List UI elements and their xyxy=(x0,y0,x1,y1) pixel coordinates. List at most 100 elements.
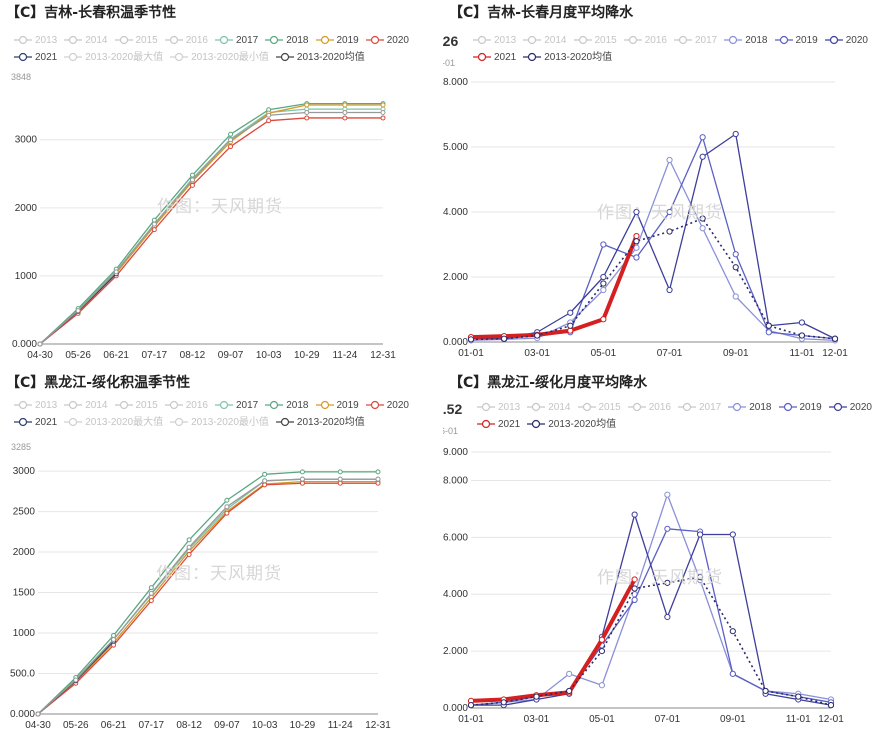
legend-item[interactable]: 2016 xyxy=(164,32,208,49)
legend-item[interactable]: 2013-2020最小值 xyxy=(170,414,269,431)
panel-heilongjiang-gdd: 【C】黑龙江-绥化积温季节性 2013 2014 2015 2016 2017 2018 2… xyxy=(0,370,443,740)
legend-item[interactable]: 2019 xyxy=(774,32,818,49)
legend-item[interactable]: 2018 xyxy=(265,397,309,414)
data-point xyxy=(633,254,640,261)
legend-item[interactable]: 2020 xyxy=(365,397,409,414)
legend-item[interactable]: 2013-2020最大值 xyxy=(64,49,163,66)
chart-area: 0.000 500.0 1000 1500 2000 2500 3000 04-30 05-26… xyxy=(10,466,391,731)
legend-marker-icon xyxy=(215,36,233,45)
legend-marker-icon xyxy=(473,53,491,62)
legend-marker-icon xyxy=(64,53,83,62)
x-tick-label: 01-01 xyxy=(458,714,484,725)
panel-jilin-gdd: 【C】吉林-长春积温季节性 2013 2014 2015 2016 2017 2018 20… xyxy=(0,0,443,370)
legend-item[interactable]: 2014 xyxy=(527,399,571,416)
legend[interactable]: 2013 2014 2015 2016 2017 2018 2019 2020 2021 2013… xyxy=(477,399,886,433)
data-point xyxy=(151,221,157,227)
legend-item[interactable]: 2017 xyxy=(215,32,258,49)
legend-item[interactable]: 2014 xyxy=(64,32,108,49)
legend[interactable]: 2013 2014 2015 2016 2017 2018 2019 2020 2021 2013… xyxy=(14,32,434,66)
legend-item[interactable]: 2020 xyxy=(828,399,872,416)
legend-item[interactable]: 2019 xyxy=(778,399,822,416)
legend-label: 2013-2020最小值 xyxy=(191,52,269,63)
legend-item[interactable]: 2013 xyxy=(14,397,57,414)
top-label: 3848 xyxy=(11,72,32,82)
legend-item[interactable]: 2017 xyxy=(674,32,717,49)
legend-item[interactable]: 2014 xyxy=(64,397,108,414)
y-tick-label: 2.000 xyxy=(443,646,468,657)
data-point xyxy=(831,335,839,342)
legend[interactable]: 2013 2014 2015 2016 2017 2018 2019 2020 2021 2013… xyxy=(473,32,883,66)
legend-item[interactable]: 2017 xyxy=(678,399,721,416)
x-tick-label: 09-01 xyxy=(720,714,746,725)
data-point xyxy=(699,225,706,232)
data-point xyxy=(696,531,704,538)
legend-item[interactable]: 2021 xyxy=(477,416,520,433)
legend-item[interactable]: 2021 xyxy=(473,49,516,66)
series-line xyxy=(470,528,832,706)
data-point xyxy=(598,636,606,643)
panel-jilin-rain: 【C】吉林-长春月度平均降水 3.26 06-01 20132014201520… xyxy=(443,0,886,370)
legend-item[interactable]: 2014 xyxy=(523,32,567,49)
data-point xyxy=(186,537,192,543)
legend-item[interactable]: 2013-2020均值 xyxy=(275,414,365,431)
legend-item[interactable]: 2018 xyxy=(724,32,768,49)
legend-item[interactable]: 2016 xyxy=(164,397,208,414)
legend[interactable]: 2013 2014 2015 2016 2017 2018 2019 2020 2021 2013… xyxy=(14,397,434,431)
data-point xyxy=(633,238,640,245)
data-point xyxy=(567,309,574,316)
panel-title: 【C】黑龙江-绥化月度平均降水 xyxy=(449,375,648,391)
data-point xyxy=(467,336,475,343)
legend-item[interactable]: 2015 xyxy=(114,32,158,49)
legend-item[interactable]: 2013-2020均值 xyxy=(523,49,612,66)
legend-label: 2013-2020均值 xyxy=(296,52,365,63)
legend-label: 2013-2020均值 xyxy=(544,52,613,63)
x-tick-label: 11-24 xyxy=(328,720,353,731)
x-tick-label: 03-01 xyxy=(524,714,550,725)
legend-marker-icon xyxy=(315,401,334,410)
legend-item[interactable]: 2020 xyxy=(824,32,868,49)
y-tick-label: 2.000 xyxy=(443,272,468,283)
legend-item[interactable]: 2016 xyxy=(623,32,667,49)
data-point xyxy=(380,102,386,108)
legend-item[interactable]: 2020 xyxy=(365,32,409,49)
data-point xyxy=(666,286,673,294)
legend-item[interactable]: 2013-2020最大值 xyxy=(64,414,163,431)
y-tick-label: 1000 xyxy=(13,628,36,639)
data-point xyxy=(75,308,81,314)
panel-heilongjiang-rain: 【C】黑龙江-绥化月度平均降水 4.52 06-01 2013201420152… xyxy=(443,370,886,740)
legend-label: 2017 xyxy=(695,35,718,46)
x-tick-label: 12-01 xyxy=(818,714,844,725)
legend-item[interactable]: 2013 xyxy=(473,32,516,49)
legend-item[interactable]: 2021 xyxy=(14,414,57,431)
y-tick-label: 2000 xyxy=(13,547,36,558)
legend-item[interactable]: 2017 xyxy=(215,397,258,414)
series-line xyxy=(37,471,378,715)
watermark: 作图：天风期货 xyxy=(597,568,723,588)
data-point xyxy=(148,598,154,604)
legend-marker-icon xyxy=(14,36,32,45)
legend-item[interactable]: 2015 xyxy=(577,399,621,416)
x-tick-label: 05-01 xyxy=(591,348,617,359)
legend-item[interactable]: 2015 xyxy=(573,32,617,49)
data-point xyxy=(732,264,739,271)
legend-label: 2021 xyxy=(35,52,58,63)
series-line xyxy=(470,217,836,341)
legend-item[interactable]: 2016 xyxy=(627,399,671,416)
legend-item[interactable]: 2018 xyxy=(728,399,772,416)
legend-item[interactable]: 2013 xyxy=(14,32,57,49)
data-point xyxy=(148,585,154,591)
legend-marker-icon xyxy=(265,401,284,410)
legend-item[interactable]: 2015 xyxy=(114,397,158,414)
legend-item[interactable]: 2019 xyxy=(315,397,359,414)
legend-item[interactable]: 2013-2020均值 xyxy=(527,416,616,433)
legend-item[interactable]: 2019 xyxy=(315,32,359,49)
legend-label: 2013 xyxy=(494,35,517,46)
data-point xyxy=(500,699,507,706)
legend-label: 2016 xyxy=(185,35,208,46)
legend-label: 2013-2020最大值 xyxy=(85,417,164,428)
legend-item[interactable]: 2021 xyxy=(14,49,57,66)
legend-item[interactable]: 2013-2020均值 xyxy=(275,49,365,66)
legend-item[interactable]: 2018 xyxy=(265,32,309,49)
legend-item[interactable]: 2013 xyxy=(477,399,520,416)
legend-item[interactable]: 2013-2020最小值 xyxy=(170,49,269,66)
